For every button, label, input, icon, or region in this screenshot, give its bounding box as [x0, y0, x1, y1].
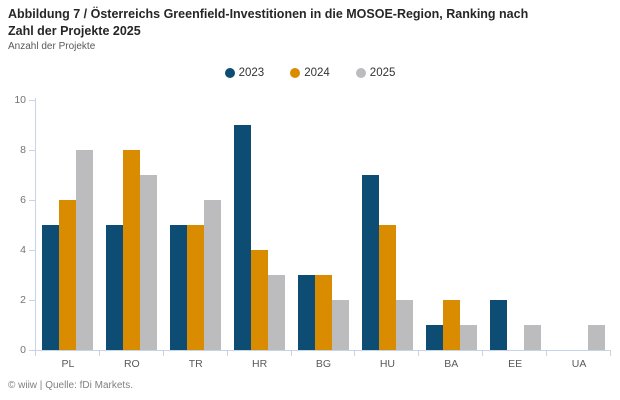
legend: 2023 2024 2025 [0, 65, 620, 81]
x-tick [291, 350, 292, 356]
bar-2025-pl [76, 150, 94, 350]
y-tick-label: 4 [20, 244, 26, 256]
y-tick-label: 6 [20, 194, 26, 206]
source-note: © wiiw | Quelle: fDi Markets. [8, 380, 133, 391]
chart-title: Abbildung 7 / Österreichs Greenfield-Inv… [8, 7, 529, 38]
y-tick [29, 150, 35, 151]
y-tick-label: 8 [20, 144, 26, 156]
legend-marker-2023 [224, 68, 235, 78]
bar-2025-ee [523, 325, 541, 350]
legend-item-2024: 2024 [290, 67, 330, 79]
legend-marker-2025 [355, 68, 366, 78]
bar-2023-ba [425, 325, 443, 350]
bar-2025-ba [459, 325, 477, 350]
x-category-label: EE [508, 358, 523, 370]
y-tick [29, 200, 35, 201]
bar-group-ua [547, 100, 611, 350]
bar-2024-ro [123, 150, 141, 350]
x-tick [482, 350, 483, 356]
bar-group-ro [100, 100, 164, 350]
x-tick [163, 350, 164, 356]
x-tick [354, 350, 355, 356]
bar-2025-hr [268, 275, 286, 350]
bar-2025-bg [332, 300, 349, 350]
y-tick [29, 300, 35, 301]
legend-label: 2023 [238, 67, 265, 79]
legend-marker-2024 [290, 68, 301, 78]
bar-2025-tr [204, 200, 222, 350]
chart-subtitle: Anzahl der Projekte [8, 41, 96, 52]
bar-group-hr [228, 100, 292, 350]
x-tick [99, 350, 100, 356]
x-tick [227, 350, 228, 356]
bar-2024-hr [251, 250, 269, 350]
x-category-label: UA [571, 358, 587, 370]
x-axis-line [35, 350, 611, 351]
bar-group-bg [292, 100, 356, 350]
plot-area [36, 100, 611, 350]
y-axis-line [35, 98, 36, 356]
bar-2023-hr [234, 125, 252, 350]
bar-2024-ba [442, 300, 460, 350]
y-tick [29, 250, 35, 251]
bar-2023-ro [106, 225, 124, 350]
x-axis-labels: PL RO TR HR BG HU BA EE UA [36, 358, 611, 370]
y-tick-label: 0 [20, 344, 26, 356]
x-category-label: BG [315, 358, 332, 370]
x-category-label: TR [188, 358, 203, 370]
bar-chart: PL RO TR HR BG HU BA EE UA 0 2 4 6 8 10 [0, 94, 620, 370]
y-tick-label: 2 [20, 294, 26, 306]
bar-group-hu [355, 100, 419, 350]
bar-2024-bg [315, 275, 332, 350]
y-tick-label: 10 [14, 94, 26, 106]
legend-item-2023: 2023 [224, 67, 265, 79]
legend-label: 2025 [369, 67, 396, 79]
x-category-label: HU [379, 358, 395, 370]
legend-label: 2024 [304, 67, 330, 79]
x-category-label: RO [123, 358, 140, 370]
legend-item-2025: 2025 [355, 67, 396, 79]
bar-2025-ua [587, 325, 605, 350]
x-category-label: PL [61, 358, 75, 370]
bar-group-ee [483, 100, 547, 350]
x-tick [418, 350, 419, 356]
x-category-label: BA [444, 358, 459, 370]
bar-group-tr [164, 100, 228, 350]
y-tick [29, 350, 35, 351]
bar-2024-pl [59, 200, 77, 350]
bar-2025-hu [395, 300, 413, 350]
bar-2025-ro [140, 175, 158, 350]
x-tick [546, 350, 547, 356]
bar-2023-bg [298, 275, 315, 350]
bar-2023-hu [361, 175, 379, 350]
bar-2023-ee [489, 300, 507, 350]
bar-2023-pl [42, 225, 60, 350]
x-category-label: HR [252, 358, 268, 370]
x-tick [610, 350, 611, 356]
bar-2024-tr [187, 225, 205, 350]
bar-group-pl [36, 100, 100, 350]
bar-group-ba [419, 100, 483, 350]
bar-2023-tr [170, 225, 188, 350]
bar-2024-hu [378, 225, 396, 350]
x-tick [35, 350, 36, 356]
y-tick [29, 100, 35, 101]
